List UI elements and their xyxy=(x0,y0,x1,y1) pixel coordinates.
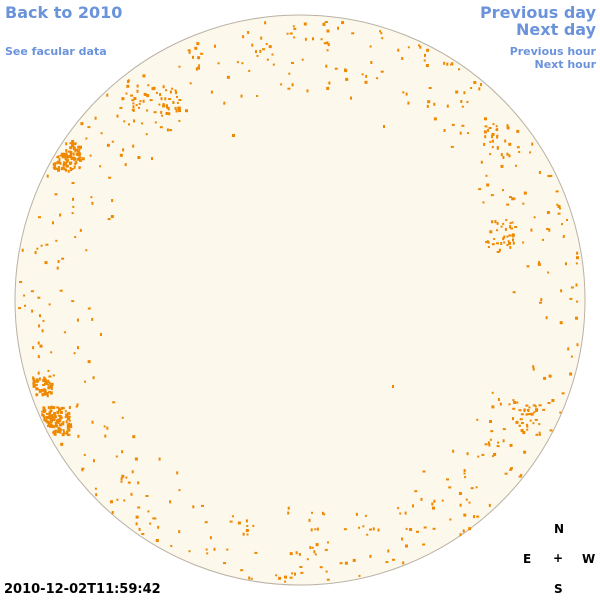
next-hour-link[interactable]: Next hour xyxy=(534,58,597,71)
compass-center-mark: + xyxy=(553,551,564,565)
previous-hour-link[interactable]: Previous hour xyxy=(509,45,596,58)
compass-north-label: N xyxy=(554,522,565,536)
previous-day-link[interactable]: Previous day xyxy=(479,3,596,22)
solar-disk xyxy=(14,14,586,586)
facular-data-link[interactable]: See facular data xyxy=(5,45,107,58)
compass-east-label: E xyxy=(523,552,532,566)
facular-points xyxy=(18,21,579,583)
compass-south-label: S xyxy=(554,582,563,596)
next-day-link[interactable]: Next day xyxy=(516,20,596,39)
compass-west-label: W xyxy=(582,552,596,566)
observation-timestamp: 2010-12-02T11:59:42 xyxy=(4,582,161,597)
back-to-year-link[interactable]: Back to 2010 xyxy=(5,3,123,22)
